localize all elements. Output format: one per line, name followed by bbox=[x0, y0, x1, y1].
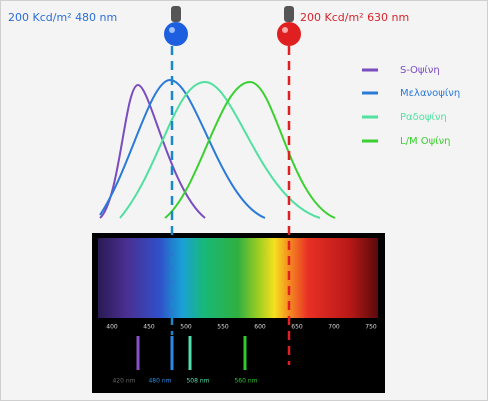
page: {"lamps": [{"label": "200 Kcd/m² 480 nm"… bbox=[0, 0, 488, 401]
spectrum bbox=[98, 238, 378, 318]
spectrum-tick-label: 500 bbox=[180, 324, 192, 331]
legend-label: S-Οψίνη bbox=[400, 64, 440, 76]
spectrum-tick-label: 700 bbox=[328, 324, 340, 331]
body: 200 Kcd/m² 480 nm 200 Kcd/m² 630 nm S-Οψ… bbox=[0, 0, 488, 401]
spectrum-tick-label: 400 bbox=[106, 324, 118, 331]
spectrum-tick-label: 600 bbox=[254, 324, 266, 331]
spectrum-tick-label: 650 bbox=[291, 324, 303, 331]
legend-label: Ραδοψίνη bbox=[400, 111, 447, 123]
peak-label: 420 nm bbox=[112, 378, 135, 385]
spectrum-tick-label: 450 bbox=[143, 324, 155, 331]
figure: 200 Kcd/m² 480 nm 200 Kcd/m² 630 nm S-Οψ… bbox=[0, 0, 488, 401]
lamp-label: 200 Kcd/m² 480 nm bbox=[8, 11, 117, 24]
peak-label: 560 nm bbox=[234, 378, 257, 385]
spectrum-tick-label: 750 bbox=[365, 324, 377, 331]
peak-label: 508 nm bbox=[186, 378, 209, 385]
lamp-label: 200 Kcd/m² 630 nm bbox=[300, 11, 409, 24]
legend-label: Μελανοψίνη bbox=[400, 87, 460, 99]
legend-label: L/M Οψίνη bbox=[400, 135, 451, 147]
peak-label: 480 nm bbox=[148, 378, 171, 385]
spectrum-tick-label: 550 bbox=[217, 324, 229, 331]
